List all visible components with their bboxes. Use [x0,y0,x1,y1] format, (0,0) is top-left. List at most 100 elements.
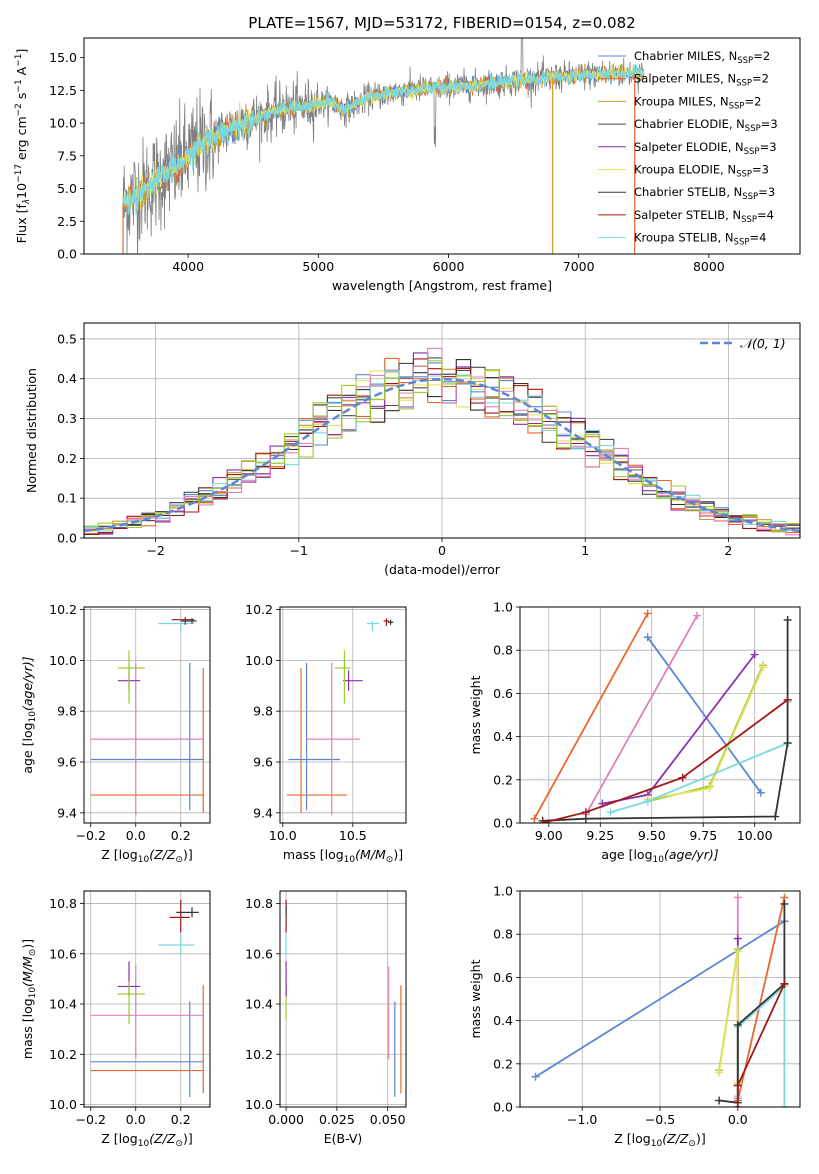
legend-entry: Salpeter ELODIE, NSSP=3 [634,140,777,157]
y-tick-label: 9.6 [57,755,77,770]
weight-marker [530,814,539,823]
legend-model: Chabrier ELODIE [634,117,729,131]
weight-marker [733,1103,742,1107]
y-tick-label: 9.4 [253,805,273,820]
x-tick-label: 9.50 [638,828,666,843]
y-tick-label: 0.5 [57,331,77,346]
x-tick-label: 4000 [172,259,204,274]
ylabel-part: A [14,66,29,79]
x-tick-label: 10.00 [737,828,773,843]
xlabel-sub: ⊙ [175,855,183,865]
grid [280,607,406,823]
x-tick-label: 9.75 [689,828,717,843]
legend-entry: Chabrier STELIB, NSSP=3 [634,185,775,202]
ylabel-part: Flux [f [14,204,29,244]
x-tick-label: 0.000 [268,1112,304,1127]
legend-model: Salpeter STELIB [634,208,725,222]
weight-marker [643,797,652,806]
weight-marker [733,947,742,956]
xlabel-part: age [log [601,847,652,862]
plot-area [90,899,204,1097]
weight-series-line [533,613,649,820]
axes-frame [519,606,801,824]
legend-nssp: 3 [768,185,775,199]
legend-prefix: , N [726,185,742,199]
model-spectrum-line [122,64,645,215]
y-tick-label: 9.4 [57,805,77,820]
x-axis-label: Z [log10(Z/Z⊙)] [101,1131,192,1149]
x-tick-label: 9.00 [535,828,563,843]
legend-sub: SSP [744,147,760,157]
panel-mass-vs-Z: −0.2 0.0 0.210.010.210.410.610.8Z [log10(Z… [20,890,211,1149]
legend-eq: = [744,94,754,108]
axes-frame [83,37,801,255]
panel-age-vs-mass: 10.0 10.5 9.4 9.6 9.8 10.0 10.2 mass [log10(M/M… [245,602,407,865]
x-tick-label: 0.0 [728,1112,748,1127]
legend-nssp: 3 [762,163,769,177]
x-tick-label: 10.0 [269,828,297,843]
xlabel-part: )] [696,1131,706,1146]
legend-model: Kroupa MILES [634,94,713,108]
y-tick-label: 5.0 [57,181,77,196]
legend-sub: SSP [745,124,761,134]
panel-spectrum: 4000 5000 6000 7000 8000 0.0 2.5 5.0 7.5 10.0 12.5… [14,37,801,293]
y-tick-label: 1.0 [493,600,513,615]
y-tick-label: 0.1 [57,491,77,506]
y-tick-label: 1.0 [493,884,513,899]
xlabel-sub: ⊙ [386,855,394,865]
plot-area [285,899,402,1097]
x-tick-label: 0.050 [370,1112,406,1127]
ylabel-sup: −2 [14,103,24,116]
weight-series-line [647,664,764,803]
xlabel-part: (Z/Z [662,1131,689,1146]
y-tick-label: 10.2 [49,602,77,617]
plot-area [531,893,789,1107]
xlabel-part: (M/M [355,847,386,862]
plot-area [84,347,800,538]
x-tick-label: −0.2 [76,828,106,843]
x-tick-label: 5000 [302,259,334,274]
y-tick-label: 0.0 [57,531,77,546]
x-tick-label: 6000 [433,259,465,274]
x-tick-label: 7000 [563,259,595,274]
xlabel-sub: 10 [344,855,356,865]
x-tick-label: 0.025 [319,1112,355,1127]
y-tick-label: 0.2 [493,1056,513,1071]
x-tick-label: 0.0 [126,828,146,843]
ylabel-part: )] [20,939,35,949]
x-tick-label: 8000 [693,259,725,274]
legend-nssp: 2 [762,72,769,86]
legend-eq: = [760,140,770,154]
weight-series-line [535,920,785,1078]
y-tick-label: 10.0 [49,653,77,668]
y-tick-label: 2.5 [57,214,77,229]
legend-nssp: 4 [759,231,766,245]
weight-marker [733,1020,742,1029]
y-tick-label: 10.0 [245,653,273,668]
legend-nssp: 3 [769,140,776,154]
ylabel-part: (M/M [20,956,35,987]
y-tick-label: 0.0 [57,247,77,262]
legend-eq: = [753,49,763,63]
weight-marker [758,663,767,672]
legend-nssp: 3 [770,117,777,131]
legend-prefix: , N [721,49,737,63]
y-tick-label: 10.4 [245,997,273,1012]
grid [84,607,210,823]
figure-title: PLATE=1567, MJD=53172, FIBERID=0154, z=0… [248,14,635,32]
legend-sub: SSP [736,170,752,180]
y-tick-label: 10.8 [245,896,273,911]
y-tick-label: 15.0 [49,50,77,65]
weight-marker [678,773,687,782]
x-tick-label: 1 [581,543,589,558]
weight-series-line [646,636,762,794]
axes-frame [519,890,801,1108]
panel-weight-vs-age: 9.00 9.25 9.50 9.75 10.00 0.0 0.2 0.4 0.6 0.8 1.0 a… [468,600,801,865]
xlabel-sub: ⊙ [175,1139,183,1149]
xlabel-part: )] [183,1131,193,1146]
weight-marker [783,739,792,748]
y-tick-label: 0.2 [493,772,513,787]
y-tick-label: 10.4 [49,997,77,1012]
y-tick-label: 0.4 [493,1013,513,1028]
